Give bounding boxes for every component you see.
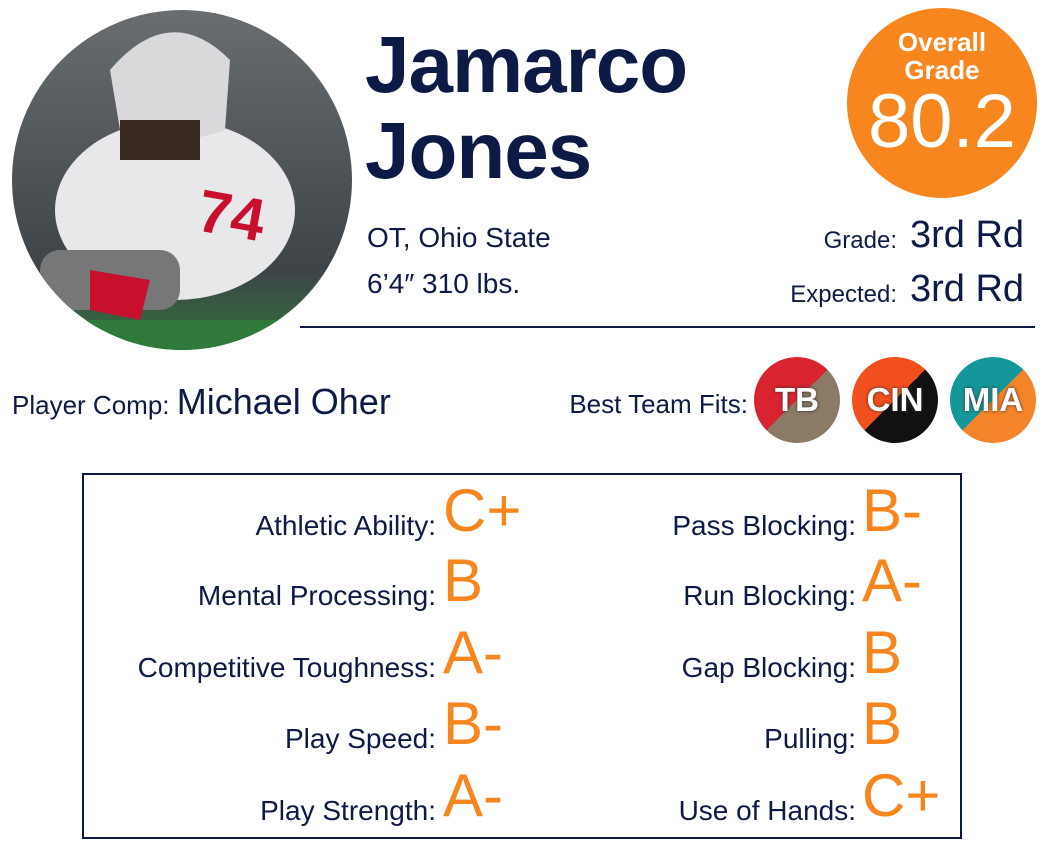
expected-label: Expected: (790, 281, 897, 308)
rating-grade: C+ (862, 762, 941, 829)
rating-label: Play Speed: (285, 723, 436, 754)
overall-badge: Overall Grade 80.2 (847, 8, 1037, 198)
team-fits-label: Best Team Fits: (569, 389, 748, 419)
rating-grade: B (862, 690, 903, 757)
rating-label: Run Blocking: (683, 580, 856, 611)
rating-grade: A- (862, 547, 922, 614)
rating-label: Gap Blocking: (681, 652, 856, 683)
rating-label: Mental Processing: (197, 580, 436, 611)
rating-grade: A- (443, 619, 503, 686)
position: OT, Ohio State (367, 222, 551, 253)
team-badge: TB (754, 357, 840, 443)
overall-label: Overall Grade (897, 27, 987, 85)
team-badge: CIN (852, 357, 938, 443)
team-badge: MIA (950, 357, 1036, 443)
grades-box (82, 473, 962, 839)
player-photo: 74 (12, 10, 352, 350)
rating-label: Athletic Ability: (255, 510, 436, 541)
rating-grade: B- (443, 690, 503, 757)
rating-label: Pass Blocking: (672, 510, 856, 541)
rating-label: Pulling: (764, 723, 856, 754)
expected-value: 3rd Rd (910, 268, 1025, 310)
rating-label: Play Strength: (260, 795, 436, 826)
rating-grade: C+ (443, 477, 522, 544)
rating-label: Use of Hands: (678, 795, 856, 826)
rating-grade: A- (443, 762, 503, 829)
grade-value: 3rd Rd (910, 214, 1025, 256)
rating-grade: B- (862, 477, 922, 544)
comp-label: Player Comp: (12, 390, 170, 420)
first-name: Jamarco (365, 20, 688, 109)
divider (300, 326, 1035, 328)
player-comp: Player Comp: Michael Oher (12, 380, 391, 427)
comp-value: Michael Oher (176, 381, 391, 422)
last-name: Jones (365, 106, 592, 195)
rating-grade: B (862, 619, 903, 686)
rating-label: Competitive Toughness: (137, 652, 436, 683)
rating-grade: B (443, 547, 484, 614)
grade-label: Grade: (823, 227, 897, 254)
measurements: 6’4″ 310 lbs. (367, 268, 521, 299)
svg-text:74: 74 (193, 177, 271, 255)
overall-value: 80.2 (868, 79, 1016, 164)
